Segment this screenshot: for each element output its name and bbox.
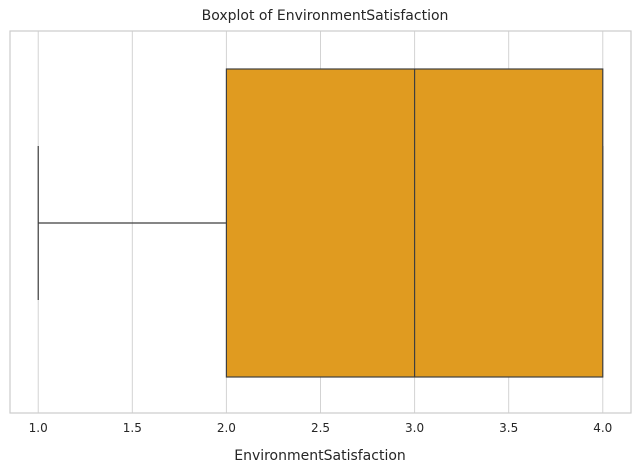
x-tick-label: 1.5 [123,421,142,435]
x-tick-label: 4.0 [593,421,612,435]
x-axis-label: EnvironmentSatisfaction [234,448,406,464]
x-tick-label: 2.5 [311,421,330,435]
plot-frame [9,30,632,414]
x-tick-label: 2.0 [217,421,236,435]
chart-title: Boxplot of EnvironmentSatisfaction [202,8,449,24]
x-tick-label: 3.0 [405,421,424,435]
plot-area [37,68,604,378]
x-axis-ticks: 1.0 1.5 2.0 2.5 3.0 3.5 4.0 [29,421,613,435]
x-tick-label: 1.0 [29,421,48,435]
x-tick-label: 3.5 [499,421,518,435]
